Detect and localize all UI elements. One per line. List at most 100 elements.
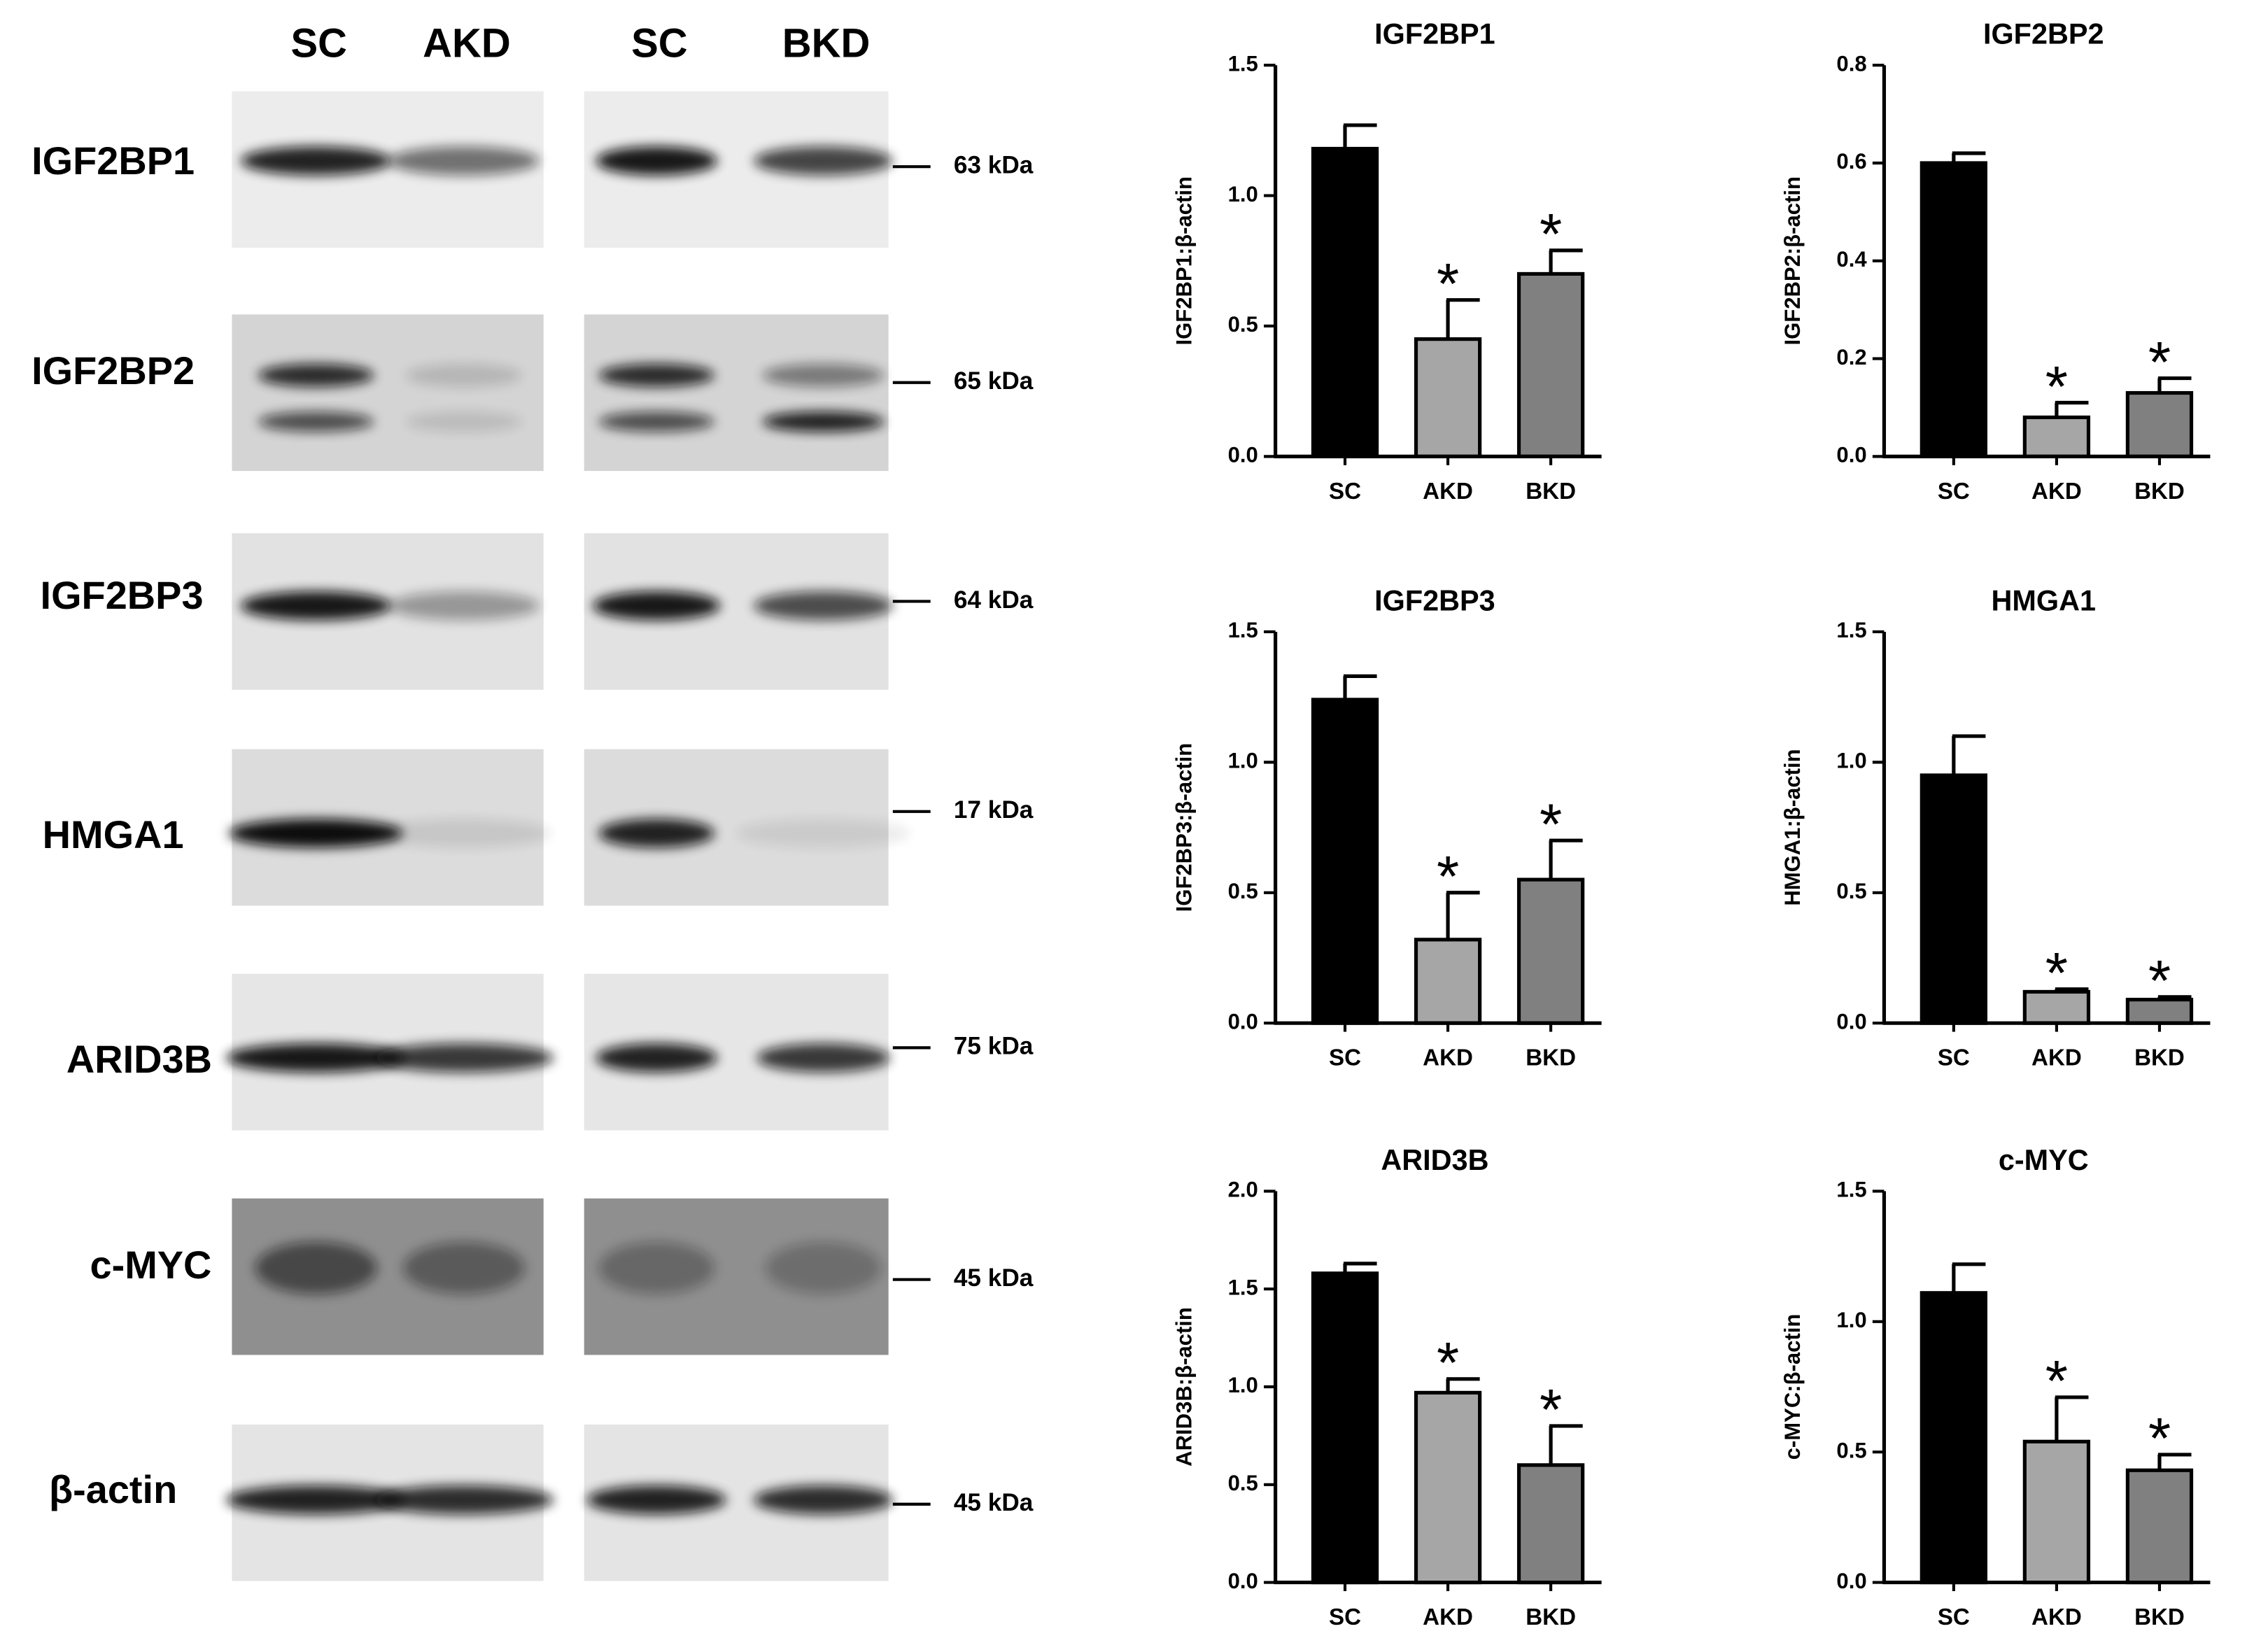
band [388,591,540,621]
y-tick-label: 2.0 [1228,1178,1258,1202]
chart-title: c-MYC [1999,1144,2089,1176]
bar-chart: IGF2BP1 IGF2BP1:β-actin 0.0 0.5 1.0 1.5 SC AKD *… [1171,18,1602,504]
x-tick-label: BKD [2134,479,2185,504]
band [598,819,715,848]
bar [1311,1271,1379,1585]
band [596,1043,718,1073]
band [374,1485,554,1515]
blot-panel [584,314,889,472]
protein-label: ARID3B [66,1037,212,1081]
bar [1414,337,1482,458]
protein-label: β-actin [49,1467,177,1511]
y-tick-label: 1.0 [1836,1308,1866,1332]
band [258,363,374,387]
significance-star: * [1437,251,1459,316]
y-axis-label: IGF2BP1:β-actin [1171,176,1196,345]
y-tick-label: 1.0 [1836,749,1866,773]
y-tick-label: 0.5 [1228,1471,1258,1495]
protein-label: c-MYC [90,1243,211,1287]
y-tick-label: 0.0 [1836,1569,1866,1593]
band [255,1241,377,1294]
bar-chart: c-MYC c-MYC:β-actin 0.0 0.5 1.0 1.5 SC AKD * BKD * [1780,1144,2211,1630]
marker-label: 75 kDa [954,1033,1034,1060]
blot-panel [232,314,544,472]
significance-star: * [1540,202,1562,267]
x-tick-label: SC [1938,479,1970,504]
band [586,1485,726,1515]
y-tick-label: 1.5 [1228,1275,1258,1299]
y-axis-label: IGF2BP3:β-actin [1171,743,1196,912]
significance-star: * [1540,1377,1562,1442]
marker-label: 17 kDa [954,796,1034,824]
bar [1414,1390,1482,1585]
x-tick-label: BKD [1526,479,1576,504]
band [376,819,551,848]
band [754,1485,893,1515]
significance-star: * [2148,330,2171,395]
x-tick-label: BKD [1526,1604,1576,1630]
y-tick-label: 1.0 [1228,749,1258,773]
protein-label: IGF2BP1 [31,139,195,183]
significance-star: * [1540,792,1562,857]
bar [1920,161,1988,458]
y-tick-label: 0.5 [1228,879,1258,903]
significance-star: * [2148,948,2171,1013]
lane-label: SC [631,22,688,66]
band [405,411,522,432]
protein-label: IGF2BP3 [41,573,204,617]
x-tick-label: AKD [2031,1045,2082,1071]
significance-star: * [1437,1330,1459,1395]
marker-label: 45 kDa [954,1489,1034,1516]
band [405,363,522,387]
y-axis-label: ARID3B:β-actin [1171,1307,1196,1467]
band [762,411,885,432]
marker-label: 45 kDa [954,1264,1034,1292]
band [756,1043,890,1073]
bar-chart: ARID3B ARID3B:β-actin 0.0 0.5 1.0 1.5 2.0 SC AKD… [1171,1144,1602,1630]
x-tick-label: BKD [1526,1045,1576,1071]
band [598,1241,715,1294]
y-axis-label: c-MYC:β-actin [1780,1314,1805,1460]
bar [1311,698,1379,1025]
x-tick-label: AKD [1423,479,1473,504]
band [598,411,715,432]
bar [1920,773,1988,1025]
x-tick-label: BKD [2134,1045,2185,1071]
lane-label: BKD [782,22,871,66]
bar [2125,1468,2194,1585]
bar [1516,877,1585,1025]
y-tick-label: 1.5 [1836,618,1866,642]
bar [1516,1463,1585,1585]
y-axis-label: IGF2BP2:β-actin [1780,176,1805,345]
y-tick-label: 0.0 [1228,443,1258,467]
band [593,591,721,621]
band [596,146,718,176]
marker-label: 63 kDa [954,151,1034,178]
band [754,591,893,621]
y-tick-label: 0.0 [1228,1569,1258,1593]
band [754,146,893,176]
chart-title: ARID3B [1381,1144,1488,1176]
y-tick-label: 0.5 [1836,1438,1866,1462]
bar-chart: IGF2BP2 IGF2BP2:β-actin 0.0 0.2 0.4 0.6 0.8 SC A… [1780,18,2211,504]
lane-label: SC [290,22,347,66]
y-tick-label: 0.5 [1228,312,1258,337]
band [762,363,885,387]
y-tick-label: 0.5 [1836,879,1866,903]
y-tick-label: 0.0 [1836,443,1866,467]
bar-chart: HMGA1 HMGA1:β-actin 0.0 0.5 1.0 1.5 SC AKD * BKD * [1780,584,2211,1071]
band [374,1043,554,1073]
band [598,363,715,387]
y-tick-label: 0.0 [1836,1009,1866,1033]
lane-label: AKD [423,22,511,66]
band [258,411,374,432]
band [388,146,540,176]
bar [1311,146,1379,458]
significance-star: * [2148,1406,2171,1471]
protein-label: HMGA1 [43,812,184,856]
band [226,1485,406,1515]
x-tick-label: AKD [2031,479,2082,504]
bar [1414,938,1482,1025]
